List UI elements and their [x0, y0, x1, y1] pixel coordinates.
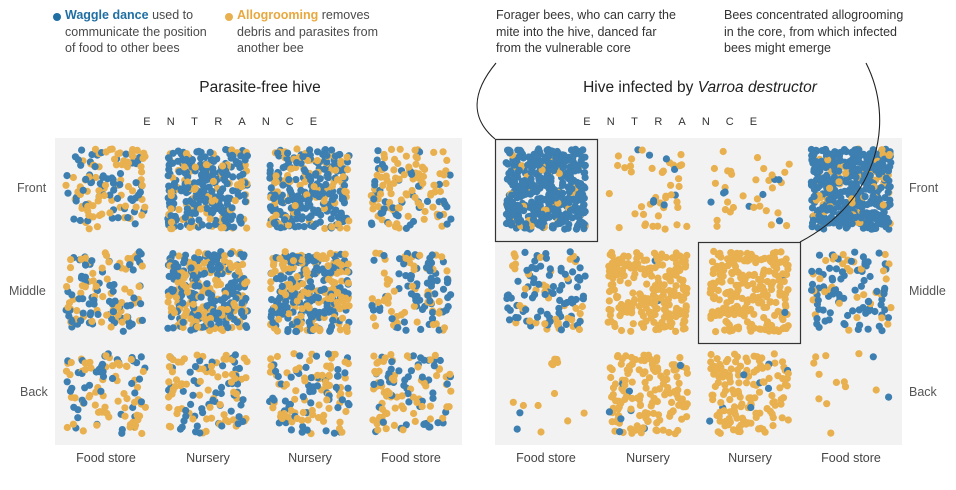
legend-allo-text2: debris and parasites from — [237, 24, 379, 39]
row-label-back-right: Back — [909, 385, 937, 399]
row-label-middle-left: Middle — [9, 284, 46, 298]
legend-allogrooming: Allogrooming removes debris and parasite… — [225, 7, 379, 57]
entrance-letter: N — [701, 116, 710, 128]
col-label-food-store: Food store — [381, 451, 441, 465]
entrance-letter: A — [678, 116, 686, 128]
entrance-letter: C — [285, 116, 294, 128]
annotation-core-line2: in the core, from which infected — [724, 24, 897, 39]
row-label-front-left: Front — [17, 181, 47, 195]
waggle-dot-icon — [53, 13, 61, 21]
legend-waggle-term: Waggle dance — [65, 8, 149, 22]
title-text-plain: Hive infected by — [583, 79, 698, 96]
annotation-forager-line3: from the vulnerable core — [496, 41, 631, 55]
row-label-middle-right: Middle — [909, 284, 946, 298]
col-label-nursery: Nursery — [288, 451, 332, 465]
entrance-letter: E — [309, 116, 318, 128]
legend-allo-text3: another bee — [237, 41, 304, 55]
title-text-italic: Varroa destructor — [697, 79, 817, 96]
title-text: Parasite-free hive — [199, 79, 321, 96]
entrance-letter: N — [166, 116, 175, 128]
entrance-label-right: E N T R A N C E — [575, 116, 765, 128]
annotation-forager-line2: mite into the hive, danced far — [496, 24, 657, 39]
chart-title-infected: Hive infected by Varroa destructor — [560, 79, 840, 97]
chart-title-parasite-free: Parasite-free hive — [160, 79, 360, 97]
entrance-letter: R — [214, 116, 223, 128]
col-label-food-store: Food store — [516, 451, 576, 465]
entrance-letter: E — [749, 116, 758, 128]
annotation-core-line3: bees might emerge — [724, 41, 832, 55]
legend-allo-term: Allogrooming — [237, 8, 319, 22]
legend-waggle-text3: of food to other bees — [65, 41, 180, 55]
entrance-letter: E — [583, 116, 591, 128]
col-label-nursery: Nursery — [186, 451, 230, 465]
legend-waggle-text2: communicate the position — [65, 24, 207, 39]
entrance-letter: N — [606, 116, 615, 128]
entrance-letter: A — [238, 116, 246, 128]
panel-parasite-free — [55, 138, 462, 445]
legend-waggle-text1: used to — [148, 8, 194, 22]
row-label-back-left: Back — [20, 385, 48, 399]
col-label-food-store: Food store — [821, 451, 881, 465]
entrance-letter: T — [191, 116, 198, 128]
col-label-nursery: Nursery — [626, 451, 670, 465]
entrance-label-left: E N T R A N C E — [135, 116, 325, 128]
annotation-core: Bees concentrated allogrooming in the co… — [724, 7, 903, 57]
entrance-letter: E — [143, 116, 151, 128]
entrance-letter: R — [654, 116, 663, 128]
legend-waggle: Waggle dance used to communicate the pos… — [53, 7, 207, 57]
entrance-letter: T — [631, 116, 638, 128]
entrance-letter: N — [261, 116, 270, 128]
annotation-forager: Forager bees, who can carry the mite int… — [496, 7, 676, 57]
annotation-arc-forager — [476, 62, 497, 140]
row-label-front-right: Front — [909, 181, 939, 195]
annotation-core-line1: Bees concentrated allogrooming — [724, 8, 904, 22]
entrance-letter: C — [725, 116, 734, 128]
annotation-forager-line1: Forager bees, who can carry the — [496, 8, 676, 22]
legend-allo-text1: removes — [318, 8, 370, 22]
col-label-food-store: Food store — [76, 451, 136, 465]
col-label-nursery: Nursery — [728, 451, 772, 465]
allogrooming-dot-icon — [225, 13, 233, 21]
panel-infected — [495, 138, 902, 445]
